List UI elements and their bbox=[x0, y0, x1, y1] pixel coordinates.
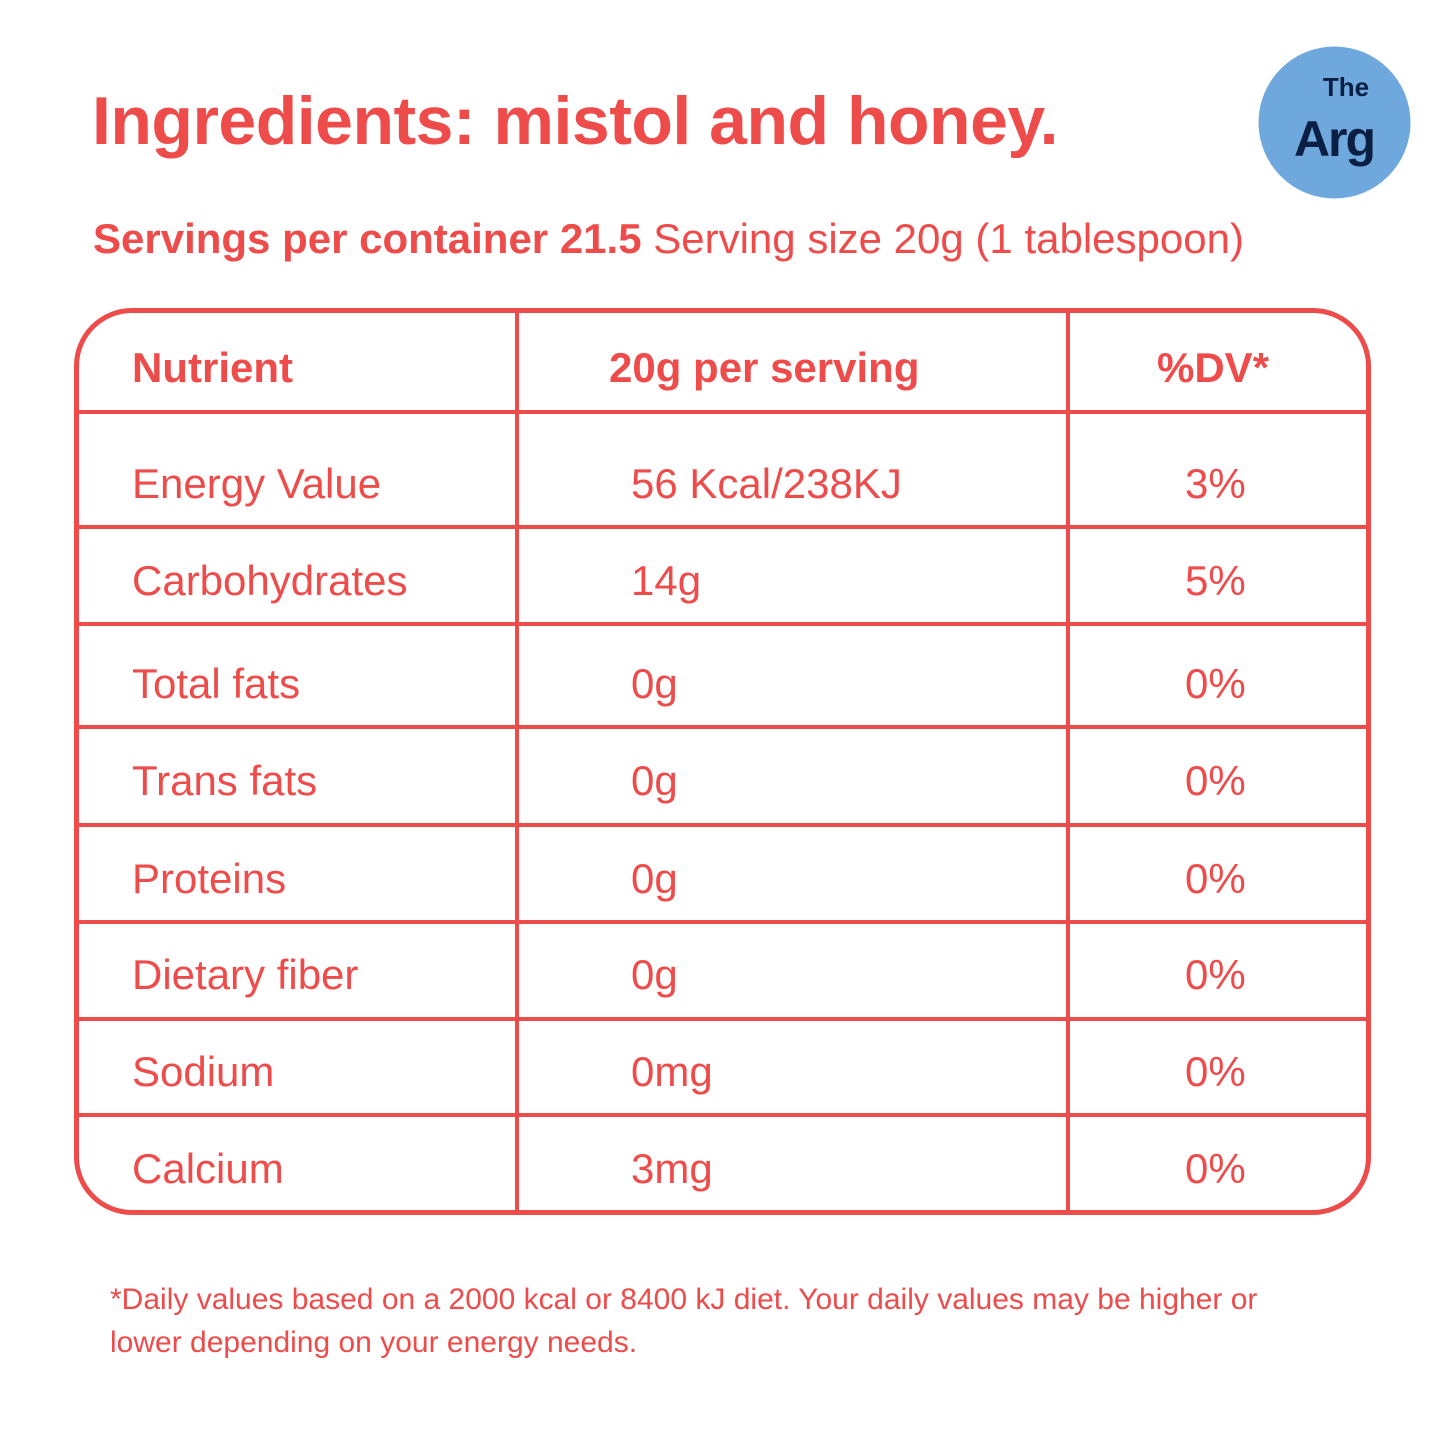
column-divider bbox=[515, 313, 519, 1210]
dv-cell: 0% bbox=[1185, 660, 1246, 707]
header-nutrient: Nutrient bbox=[132, 344, 293, 391]
footnote: *Daily values based on a 2000 kcal or 84… bbox=[110, 1283, 1258, 1359]
serving-info: Servings per container 21.5 Serving size… bbox=[93, 215, 1244, 263]
logo-text-bottom: Arg bbox=[1294, 111, 1374, 167]
servings-per-container: Servings per container 21.5 bbox=[93, 215, 642, 262]
column-divider bbox=[1066, 313, 1070, 1210]
logo-circle bbox=[1258, 46, 1411, 199]
nutrient-cell: Calcium bbox=[132, 1145, 284, 1192]
dv-cell: 0% bbox=[1185, 757, 1246, 804]
row-divider bbox=[79, 823, 1366, 827]
amount-cell: 3mg bbox=[631, 1145, 713, 1192]
nutrient-cell: Total fats bbox=[132, 660, 301, 707]
the-arg-logo: The Arg bbox=[1258, 46, 1411, 199]
amount-cell: 56 Kcal/238KJ bbox=[631, 460, 902, 507]
nutrient-cell: Sodium bbox=[132, 1048, 275, 1095]
amount-cell: 0g bbox=[631, 660, 678, 707]
amount-cell: 0mg bbox=[631, 1048, 713, 1095]
dv-cell: 0% bbox=[1185, 951, 1246, 998]
serving-size: Serving size 20g (1 tablespoon) bbox=[641, 215, 1244, 262]
dv-cell: 3% bbox=[1185, 460, 1246, 507]
amount-cell: 0g bbox=[631, 951, 678, 998]
dv-cell: 0% bbox=[1185, 1145, 1246, 1192]
dv-cell: 5% bbox=[1185, 557, 1246, 604]
nutrient-cell: Proteins bbox=[132, 855, 287, 902]
dv-cell: 0% bbox=[1185, 1048, 1246, 1095]
dv-cell: 0% bbox=[1185, 855, 1246, 902]
amount-cell: 14g bbox=[631, 557, 702, 604]
header-dv: %DV* bbox=[1157, 344, 1270, 391]
page-title: Ingredients: mistol and honey. bbox=[92, 83, 1059, 159]
logo-text-top: The bbox=[1323, 72, 1369, 102]
amount-cell: 0g bbox=[631, 855, 678, 902]
row-divider bbox=[79, 725, 1366, 729]
header-divider bbox=[79, 410, 1366, 414]
nutrient-cell: Trans fats bbox=[132, 757, 318, 804]
row-divider bbox=[79, 1017, 1366, 1021]
amount-cell: 0g bbox=[631, 757, 678, 804]
row-divider bbox=[79, 622, 1366, 626]
header-amount: 20g per serving bbox=[609, 344, 920, 391]
nutrient-cell: Dietary fiber bbox=[132, 951, 359, 998]
nutrition-table: Nutrient 20g per serving %DV* Energy Val… bbox=[74, 308, 1371, 1215]
row-divider bbox=[79, 1113, 1366, 1117]
row-divider bbox=[79, 920, 1366, 924]
nutrient-cell: Energy Value bbox=[132, 460, 382, 507]
nutrient-cell: Carbohydrates bbox=[132, 557, 408, 604]
row-divider bbox=[79, 525, 1366, 529]
